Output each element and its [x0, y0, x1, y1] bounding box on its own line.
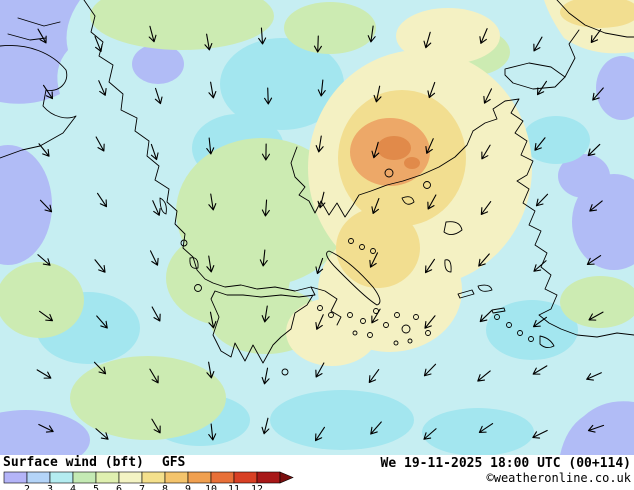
svg-text:9: 9 — [185, 484, 191, 490]
wind-arrows — [36, 25, 605, 442]
svg-text:2: 2 — [24, 484, 30, 490]
legend-footer: Surface wind (bft) GFS 2 3 4 5 6 7 8 9 10 11 12 We… — [0, 455, 634, 490]
svg-text:6: 6 — [116, 484, 122, 490]
svg-text:10: 10 — [205, 484, 217, 490]
svg-text:4: 4 — [70, 484, 76, 490]
svg-text:11: 11 — [228, 484, 240, 490]
map-area — [0, 0, 634, 470]
legend-block: Surface wind (bft) GFS 2 3 4 5 6 7 8 9 10 11 12 — [3, 456, 313, 490]
map-title: Surface wind (bft) — [3, 455, 144, 470]
coastlines — [0, 0, 634, 376]
datetime-label: We 19-11-2025 18:00 UTC (00+114) — [380, 456, 631, 471]
svg-text:3: 3 — [47, 484, 53, 490]
svg-text:8: 8 — [162, 484, 168, 490]
weather-map — [0, 0, 634, 470]
wind-field-blobs — [0, 0, 634, 470]
copyright-label: ©weatheronline.co.uk — [486, 471, 632, 485]
footer-right: We 19-11-2025 18:00 UTC (00+114) ©weathe… — [381, 456, 631, 486]
title-row: Surface wind (bft) GFS — [3, 456, 313, 470]
svg-text:5: 5 — [93, 484, 99, 490]
svg-text:12: 12 — [251, 484, 263, 490]
model-label: GFS — [161, 455, 186, 470]
legend-colorbar: 2 3 4 5 6 7 8 9 10 11 12 — [3, 471, 294, 490]
svg-text:7: 7 — [139, 484, 145, 490]
